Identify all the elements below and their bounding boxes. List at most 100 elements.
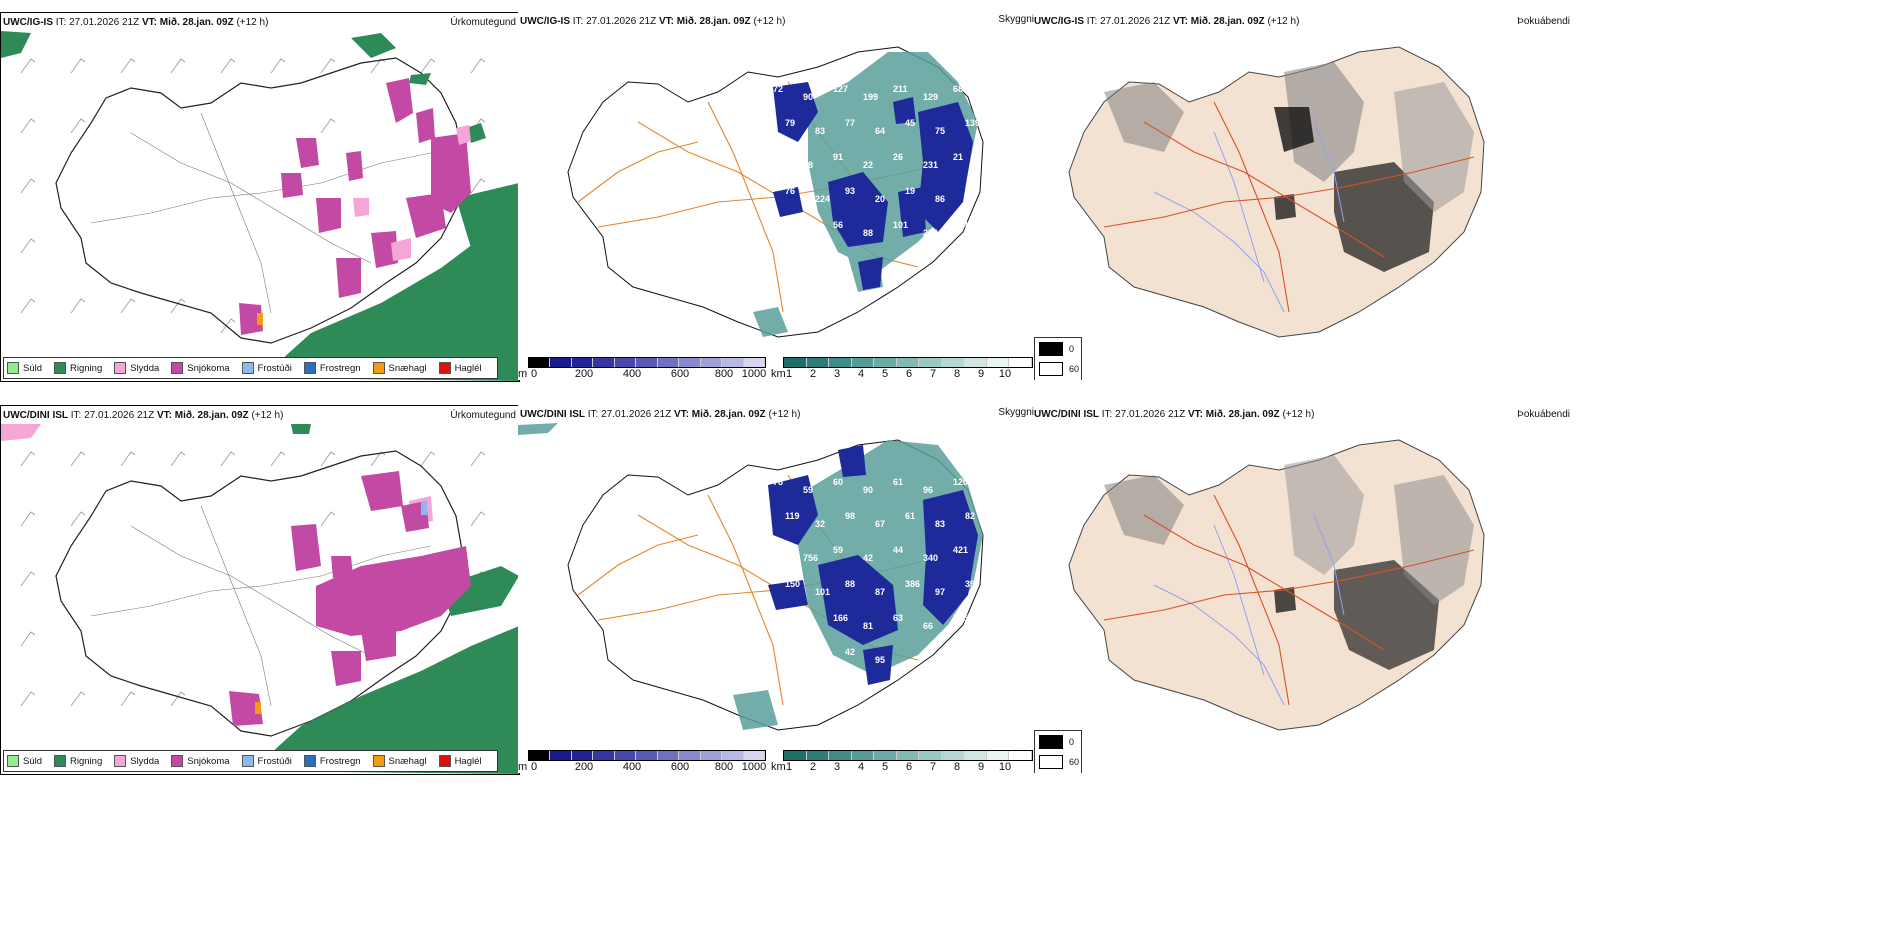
visibility-value-label: 83 — [815, 126, 825, 136]
colorbar-cell — [986, 358, 1010, 367]
tick: 6 — [905, 368, 913, 380]
rivers — [1153, 514, 1345, 706]
tick: 7 — [929, 368, 937, 380]
colorbar-cell — [919, 358, 942, 367]
visibility-value-label: 22 — [863, 160, 873, 170]
colorbar-cell — [679, 358, 701, 367]
panel-header: UWC/IG-IS IT: 27.01.2026 21Z VT: Mið. 28… — [520, 16, 786, 27]
visibility-value-label: 83 — [803, 621, 813, 631]
visibility-value-label: 945 — [953, 613, 968, 623]
legend-item-drizzle: Súld — [7, 755, 42, 767]
visibility-value-label: 63 — [893, 613, 903, 623]
wind-barbs — [20, 58, 486, 334]
visibility-value-label: 77 — [845, 118, 855, 128]
visibility-value-label: 44 — [893, 545, 903, 555]
visibility-value-label: 20 — [875, 194, 885, 204]
visibility-value-label: 82 — [965, 511, 975, 521]
visibility-value-label: 93 — [845, 186, 855, 196]
tick: 10 — [998, 368, 1012, 380]
visibility-value-label: 101 — [893, 220, 908, 230]
legend-item-drizzle: Súld — [7, 362, 42, 374]
tick: 2 — [809, 368, 817, 380]
visibility-value-label: 166 — [833, 613, 848, 623]
visibility-value-label: 95 — [875, 655, 885, 665]
colorbar-cell — [964, 751, 987, 760]
visibility-value-label: 76 — [785, 186, 795, 196]
visibility-value-label: 88 — [863, 228, 873, 238]
colorbar-cell — [851, 751, 875, 760]
ceiling-colorbar: m 0 200 400 600 800 1000 — [518, 357, 767, 380]
ceiling-colorbar: m 0 200 400 600 800 1000 — [518, 750, 766, 773]
fog-legend-row: 60 — [1039, 755, 1079, 769]
colorbar-cell — [829, 751, 852, 760]
visibility-value-label: 90 — [863, 485, 873, 495]
tick: 800 — [714, 368, 734, 380]
ceiling-unit: m — [518, 761, 528, 773]
legend-item-freezing-rain: Frostregn — [303, 362, 361, 374]
visibility-colorbar-ticks: km 1 2 3 4 5 6 7 8 9 10 — [771, 368, 1033, 380]
panel-title: Þokuábendi — [1517, 16, 1570, 27]
visibility-value-label: 59 — [833, 545, 843, 555]
visibility-value-label: 61 — [893, 477, 903, 487]
visibility-value-label: 61 — [905, 511, 915, 521]
visibility-value-label: 86 — [935, 194, 945, 204]
colorbar-cell — [784, 358, 807, 367]
roads — [1103, 494, 1475, 706]
visibility-value-label: 65 — [965, 186, 975, 196]
panel-header: UWC/DINI ISL IT: 27.01.2026 21Z VT: Mið.… — [520, 409, 801, 420]
visibility-colorbar: km 1 2 3 4 5 6 7 8 9 10 — [771, 750, 1033, 773]
visibility-value-label: 90 — [803, 92, 813, 102]
tick: 6 — [905, 761, 913, 773]
legend-item-freezing-drizzle: Frostúði — [241, 362, 292, 374]
visibility-value-label: 26 — [893, 152, 903, 162]
tick: 800 — [714, 761, 734, 773]
colorbar-cell — [722, 751, 744, 760]
colorbar-cell — [941, 751, 965, 760]
visibility-colorbar: km 1 2 3 4 5 6 7 8 9 10 — [771, 357, 1033, 380]
visibility-value-label: 45 — [905, 118, 915, 128]
visibility-value-label: 120 — [953, 477, 968, 487]
visibility-value-label: 78 — [773, 477, 783, 487]
visibility-value-label: 222 — [923, 228, 938, 238]
fog-map-canvas — [1068, 46, 1485, 338]
rain-areas — [1, 31, 519, 381]
visibility-value-label: 127 — [833, 84, 848, 94]
visibility-value-label: 68 — [953, 84, 963, 94]
visibility-value-label: 88 — [845, 579, 855, 589]
tick: 1000 — [741, 368, 767, 380]
iceland-outline — [55, 450, 464, 737]
sleet-areas — [1, 424, 433, 524]
fog-legend-row: 0 — [1039, 342, 1074, 356]
legend-item-rain: Rigning — [54, 362, 102, 374]
visibility-value-label: 150 — [785, 579, 800, 589]
snow-areas — [239, 78, 471, 335]
legend-item-hail: Haglél — [438, 362, 482, 374]
panel-title: Skyggni — [998, 407, 1034, 418]
tick: 600 — [670, 368, 690, 380]
colorbar-cell — [829, 358, 852, 367]
colorbar-cell — [614, 358, 637, 367]
legend-item-freezing-drizzle: Frostúði — [241, 755, 292, 767]
colorbar-cell — [657, 751, 680, 760]
colorbar-cell — [657, 358, 680, 367]
snow-areas — [229, 471, 471, 726]
visibility-value-label: 81 — [863, 621, 873, 631]
panel-title: Skyggni — [998, 14, 1034, 25]
fog-indicator-map-row1: UWC/IG-IS IT: 27.01.2026 21Z VT: Mið. 28… — [1034, 12, 1574, 380]
visibility-value-label: 87 — [875, 587, 885, 597]
visibility-value-label: 756 — [803, 553, 818, 563]
rain-areas — [251, 424, 519, 774]
legend-item-freezing-rain: Frostregn — [303, 755, 361, 767]
tick: 7 — [929, 761, 937, 773]
snow-pellet-spot — [257, 313, 263, 325]
visibility-value-label: 129 — [923, 92, 938, 102]
colorbar-cell — [1009, 751, 1033, 760]
colorbar-cell — [614, 751, 637, 760]
visibility-value-label: 67 — [875, 519, 885, 529]
visibility-value-label: 64 — [773, 220, 783, 230]
tick: 400 — [622, 368, 642, 380]
panel-title: Þokuábendi — [1517, 409, 1570, 420]
tick: 3 — [833, 368, 841, 380]
precip-map-canvas — [1, 424, 519, 774]
tick: 2 — [809, 761, 817, 773]
